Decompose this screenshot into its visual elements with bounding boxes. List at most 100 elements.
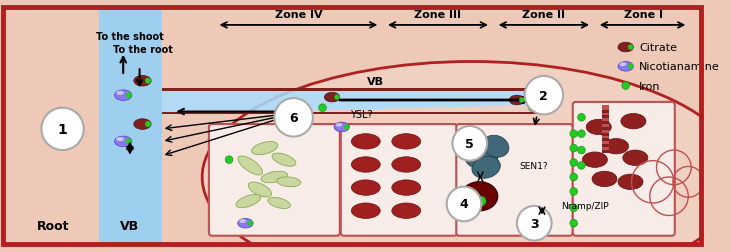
Ellipse shape	[583, 152, 607, 168]
Ellipse shape	[482, 136, 509, 158]
Ellipse shape	[116, 91, 124, 96]
Polygon shape	[602, 110, 610, 113]
FancyBboxPatch shape	[341, 124, 457, 236]
Text: SEN1?: SEN1?	[520, 161, 548, 170]
Bar	[99, 8, 162, 244]
Text: Citrate: Citrate	[639, 43, 677, 53]
Text: 3: 3	[530, 217, 539, 230]
Ellipse shape	[586, 120, 611, 135]
Ellipse shape	[261, 172, 287, 183]
Circle shape	[519, 98, 525, 103]
Polygon shape	[602, 150, 610, 153]
Circle shape	[274, 99, 313, 137]
Text: VB: VB	[121, 219, 140, 232]
Circle shape	[570, 204, 577, 212]
Ellipse shape	[238, 156, 262, 175]
Ellipse shape	[334, 123, 349, 132]
Ellipse shape	[352, 180, 380, 196]
Ellipse shape	[236, 195, 261, 208]
Ellipse shape	[134, 119, 151, 130]
Ellipse shape	[238, 218, 253, 228]
Circle shape	[126, 93, 132, 99]
Ellipse shape	[325, 93, 340, 103]
Polygon shape	[162, 89, 544, 115]
Circle shape	[525, 77, 563, 115]
Polygon shape	[162, 112, 544, 115]
Circle shape	[334, 95, 340, 100]
Text: YSL?: YSL?	[349, 110, 372, 120]
Text: To the shoot: To the shoot	[96, 32, 164, 42]
Ellipse shape	[592, 172, 617, 187]
Polygon shape	[602, 139, 610, 142]
Text: Root: Root	[37, 219, 69, 232]
FancyBboxPatch shape	[209, 124, 340, 236]
Circle shape	[628, 64, 633, 70]
Bar	[3, 8, 99, 244]
Ellipse shape	[352, 134, 380, 149]
Ellipse shape	[202, 62, 731, 252]
Ellipse shape	[618, 174, 643, 190]
Circle shape	[344, 125, 349, 130]
FancyBboxPatch shape	[573, 103, 675, 236]
Circle shape	[577, 147, 586, 154]
Polygon shape	[602, 145, 610, 148]
Ellipse shape	[268, 198, 290, 209]
Ellipse shape	[604, 139, 629, 154]
FancyBboxPatch shape	[456, 124, 573, 236]
Ellipse shape	[392, 157, 420, 173]
Ellipse shape	[134, 76, 151, 87]
FancyBboxPatch shape	[157, 34, 161, 158]
Ellipse shape	[619, 63, 626, 67]
Circle shape	[577, 162, 586, 170]
Text: Zone IV: Zone IV	[275, 10, 322, 20]
Circle shape	[145, 122, 151, 128]
Text: 6: 6	[289, 111, 298, 124]
Circle shape	[517, 206, 552, 241]
Circle shape	[248, 221, 253, 226]
Ellipse shape	[618, 62, 633, 72]
Text: Nramp/ZIP: Nramp/ZIP	[561, 202, 609, 210]
Circle shape	[577, 130, 586, 138]
Ellipse shape	[239, 219, 246, 223]
Ellipse shape	[618, 43, 633, 53]
Circle shape	[570, 145, 577, 152]
Ellipse shape	[277, 177, 300, 187]
Circle shape	[577, 114, 586, 122]
Ellipse shape	[392, 134, 420, 149]
Ellipse shape	[464, 143, 498, 170]
Ellipse shape	[352, 203, 380, 218]
Ellipse shape	[392, 180, 420, 196]
Text: 4: 4	[460, 198, 469, 211]
Text: VB: VB	[367, 76, 384, 86]
Polygon shape	[162, 89, 544, 92]
Circle shape	[452, 127, 487, 161]
Ellipse shape	[336, 123, 342, 127]
Circle shape	[477, 197, 486, 206]
Text: Iron: Iron	[639, 81, 661, 91]
Bar	[602, 105, 610, 153]
Ellipse shape	[115, 137, 132, 147]
Polygon shape	[602, 116, 610, 119]
Circle shape	[570, 173, 577, 181]
Ellipse shape	[461, 182, 498, 211]
Circle shape	[319, 104, 326, 112]
Text: Zone I: Zone I	[624, 10, 662, 20]
Polygon shape	[602, 133, 610, 136]
Text: 1: 1	[58, 122, 67, 136]
Circle shape	[570, 219, 577, 227]
Ellipse shape	[272, 153, 296, 167]
Ellipse shape	[510, 96, 525, 105]
Circle shape	[570, 188, 577, 196]
Ellipse shape	[251, 142, 278, 155]
Ellipse shape	[116, 137, 124, 142]
Circle shape	[126, 139, 132, 145]
Ellipse shape	[472, 157, 500, 179]
Bar	[99, 8, 162, 244]
Circle shape	[225, 156, 233, 164]
Circle shape	[145, 78, 151, 84]
Ellipse shape	[623, 150, 648, 166]
Text: Zone III: Zone III	[414, 10, 461, 20]
Ellipse shape	[392, 203, 420, 218]
Circle shape	[529, 104, 536, 112]
Ellipse shape	[249, 182, 271, 197]
